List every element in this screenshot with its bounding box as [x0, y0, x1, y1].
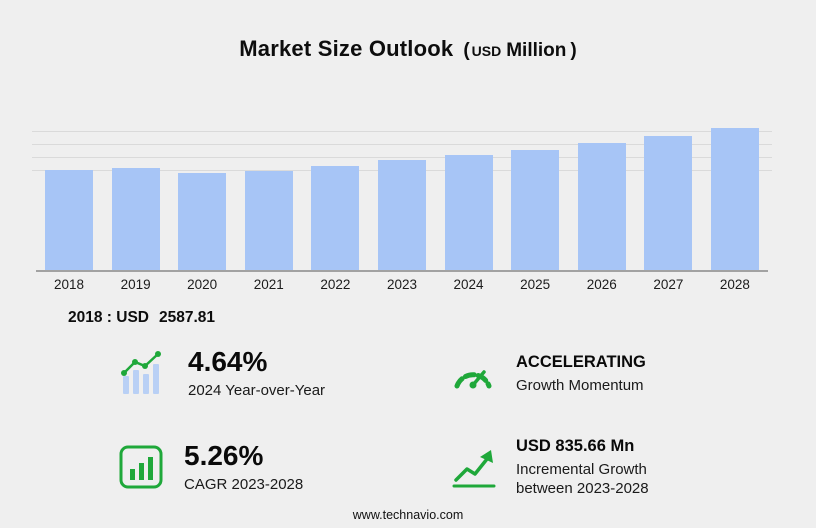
gridline: [32, 144, 772, 145]
bar-column: [369, 160, 435, 270]
bar-column: [635, 136, 701, 270]
bar-chart: [32, 118, 772, 272]
bar-2027: [644, 136, 693, 270]
stat-incremental: USD 835.66 Mn Incremental Growth between…: [450, 436, 649, 499]
annotation-prefix: 2018 : USD: [68, 309, 149, 326]
gridline: [32, 131, 772, 132]
x-axis-label: 2028: [719, 277, 750, 292]
bar-column: [502, 150, 568, 270]
bar-chart-box-icon: [119, 445, 163, 489]
x-axis-label: 2019: [120, 277, 151, 292]
page-title: Market Size Outlook (USD Million): [0, 36, 816, 62]
stat-value: 5.26%: [184, 440, 264, 471]
bar-column: [702, 128, 768, 270]
growth-arrow-icon: [452, 450, 496, 488]
speedometer-icon: [454, 369, 492, 389]
stat-label-line2: between 2023-2028: [516, 480, 649, 498]
stat-text: ACCELERATING Growth Momentum: [516, 352, 646, 395]
x-axis-label: 2020: [187, 277, 218, 292]
stat-momentum: ACCELERATING Growth Momentum: [450, 352, 646, 395]
stat-yoy: 4.64% 2024 Year-over-Year: [118, 346, 325, 401]
bar-2025: [511, 150, 560, 270]
x-axis-label: 2018: [53, 277, 85, 292]
bar-column: [169, 173, 235, 270]
bar-2021: [244, 171, 293, 270]
title-unit-million: Million: [506, 40, 567, 61]
chart-title: Market Size Outlook: [239, 36, 454, 61]
stat-text: USD 835.66 Mn Incremental Growth between…: [516, 436, 649, 499]
bar-column: [236, 171, 302, 270]
x-axis-label: 2023: [386, 277, 417, 292]
stat-value: ACCELERATING: [516, 353, 646, 371]
stat-value: 4.64%: [188, 346, 268, 377]
x-axis-label: 2025: [520, 277, 551, 292]
title-paren-open: (: [463, 40, 470, 61]
bar-2024: [444, 155, 493, 270]
bar-column: [436, 155, 502, 270]
stat-text: 4.64% 2024 Year-over-Year: [188, 346, 325, 401]
x-axis-label: 2022: [320, 277, 351, 292]
stat-label: 2024 Year-over-Year: [188, 382, 326, 400]
annotation-value: 2587.81: [158, 309, 216, 326]
title-unit-usd: USD: [471, 43, 502, 59]
stat-label: Growth Momentum: [516, 376, 644, 394]
bar-column: [302, 166, 368, 270]
bar-2023: [377, 160, 426, 270]
trend-bars-icon: [121, 351, 161, 395]
bar-2022: [311, 166, 360, 270]
bar-2026: [577, 143, 626, 270]
bar-2019: [111, 168, 160, 270]
bar-2028: [710, 128, 759, 270]
bar-column: [36, 170, 102, 270]
stat-label: Incremental Growth: [516, 460, 647, 478]
stat-value: USD 835.66 Mn: [516, 437, 635, 455]
base-year-annotation: 2018 : USD 2587.81: [68, 309, 215, 327]
gridline: [32, 157, 772, 158]
x-axis-label: 2026: [586, 277, 617, 292]
x-axis-label: 2024: [453, 277, 484, 292]
stat-cagr: 5.26% CAGR 2023-2028: [118, 440, 303, 495]
bar-2018: [45, 170, 93, 270]
stat-text: 5.26% CAGR 2023-2028: [184, 440, 303, 495]
bar-2020: [178, 173, 227, 270]
title-paren-close: ): [570, 40, 577, 61]
x-axis-label: 2027: [653, 277, 684, 292]
bar-column: [103, 168, 169, 270]
bars: [36, 118, 768, 270]
footer-url: www.technavio.com: [352, 508, 464, 522]
x-axis-label: 2021: [253, 277, 284, 292]
stat-label: CAGR 2023-2028: [184, 476, 304, 494]
x-axis-labels: 2018 2019 2020 2021 2022 2023 2024 2025 2026 2027…: [36, 277, 768, 292]
bar-column: [569, 143, 635, 270]
